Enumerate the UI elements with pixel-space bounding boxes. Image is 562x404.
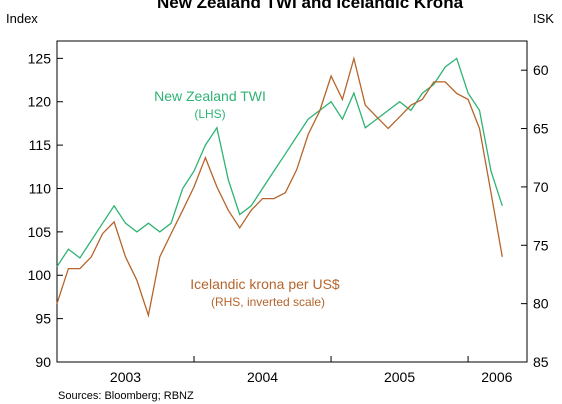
annotation: (RHS, inverted scale) [211,295,325,309]
y2-tick-label: 65 [533,121,549,137]
x-tick-label: 2004 [247,369,278,385]
y-tick-label: 120 [28,94,52,110]
y2-tick-label: 70 [533,179,549,195]
x-tick-label: 2003 [110,369,141,385]
annotation: Icelandic krona per US$ [190,276,340,292]
y2-tick-label: 85 [533,354,549,370]
y2-tick-label: 60 [533,62,549,78]
y-tick-label: 100 [28,267,52,283]
y-tick-label: 105 [28,224,52,240]
x-tick-label: 2006 [481,369,512,385]
y-tick-label: 125 [28,50,52,66]
y-tick-label: 115 [29,137,52,153]
annotation: New Zealand TWI [154,88,266,104]
y-axis-label: Index [6,11,38,26]
y-tick-label: 110 [29,180,52,196]
y2-tick-label: 75 [533,237,549,253]
annotation: (LHS) [194,107,225,121]
plot-frame [56,40,528,363]
source-note: Sources: Bloomberg; RBNZ [58,390,194,402]
y2-axis-label: ISK [533,11,554,26]
chart-title: New Zealand TWI and Icelandic Krona [157,0,464,12]
x-tick-label: 2005 [384,369,415,385]
series-line [56,57,503,267]
series-line [56,55,503,318]
y-tick-label: 95 [35,311,51,327]
y2-tick-label: 80 [533,296,549,312]
y-tick-label: 90 [35,354,51,370]
